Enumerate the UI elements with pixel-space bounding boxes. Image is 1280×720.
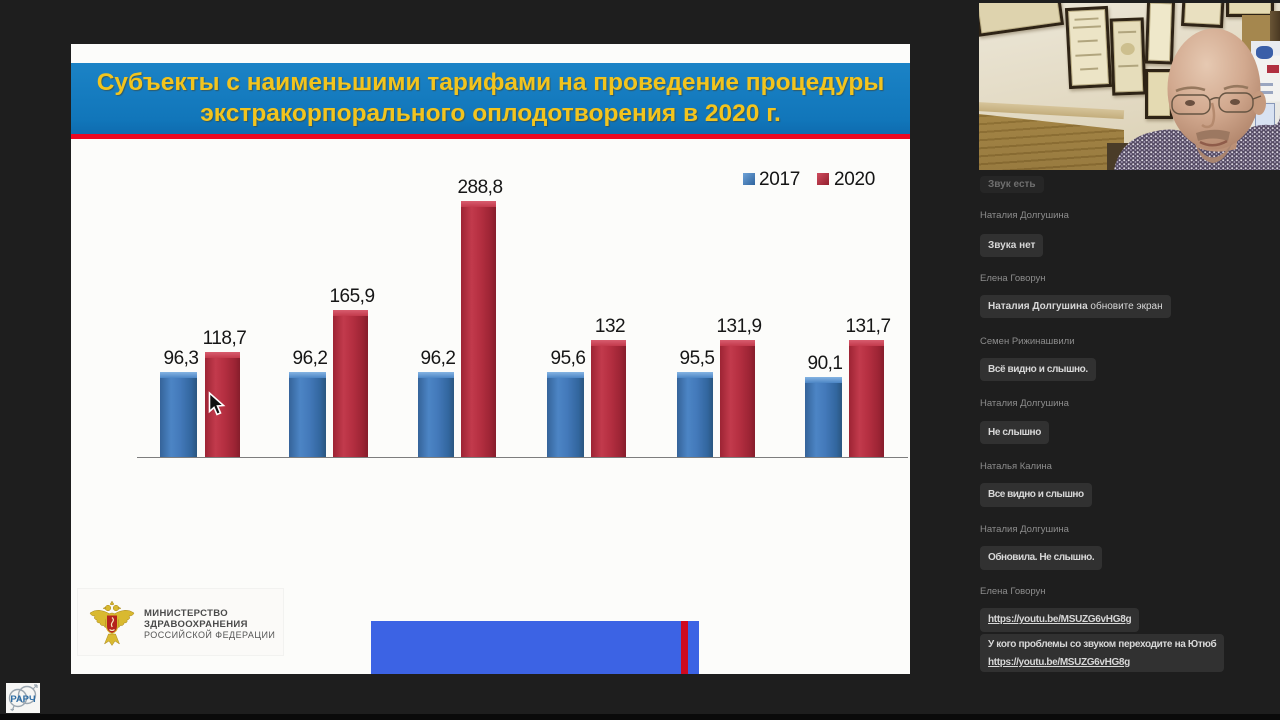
svg-text:РАРЧ: РАРЧ	[10, 694, 36, 705]
